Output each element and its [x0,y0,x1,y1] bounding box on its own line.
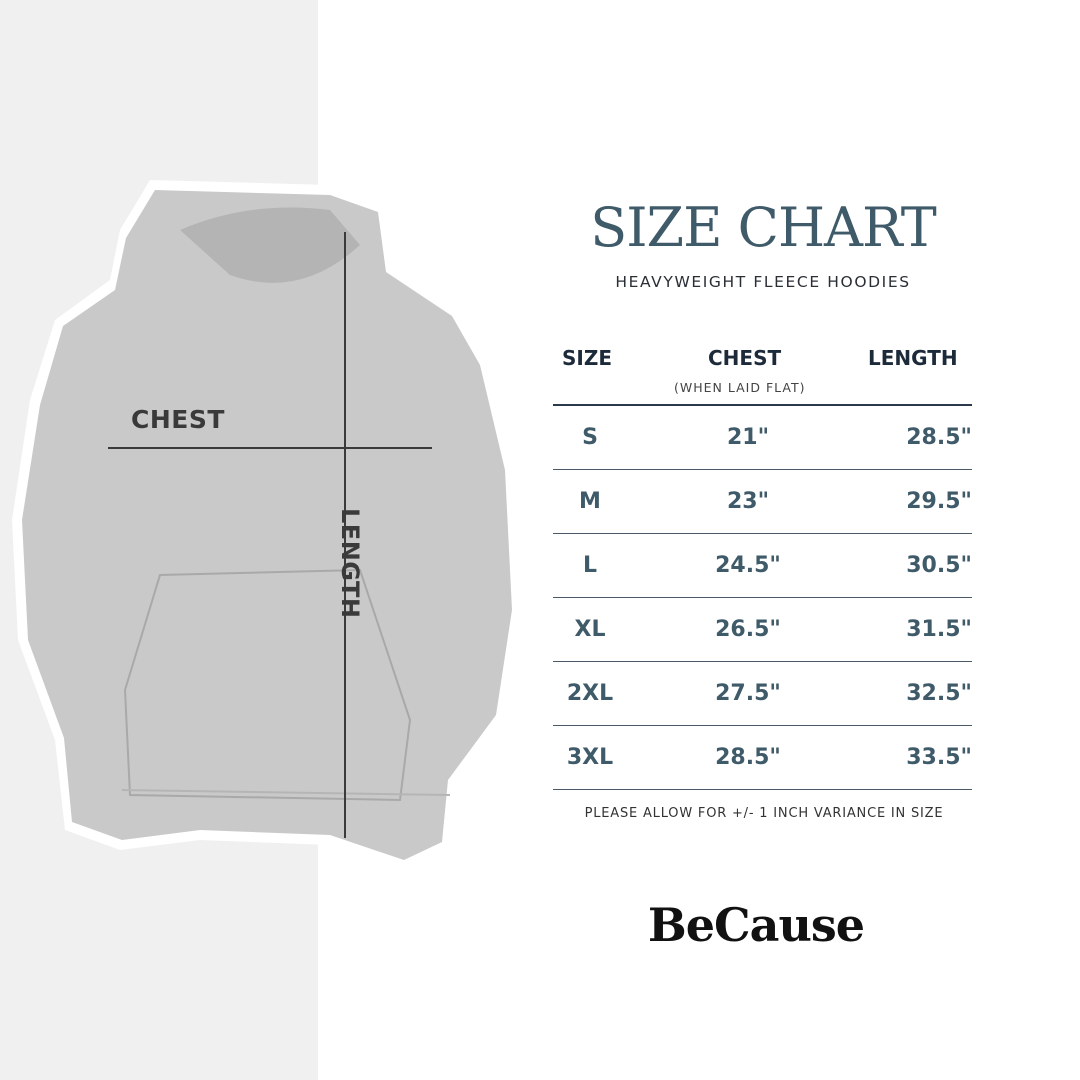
hoodie-image [22,190,512,860]
cell-chest: 23" [726,489,770,514]
cell-size: S [582,425,598,450]
cell-length: 32.5" [906,681,972,706]
chest-measure-label: CHEST [131,405,225,434]
page-subtitle: HEAVYWEIGHT FLEECE HOODIES [615,273,911,291]
cell-length: 31.5" [906,617,972,642]
header-length: LENGTH [868,346,958,370]
cell-length: 33.5" [906,745,972,770]
table-row: S 21" 28.5" [553,406,972,470]
cell-chest: 21" [726,425,770,450]
cell-size: 2XL [566,681,614,706]
cell-size: XL [574,617,606,642]
table-body: S 21" 28.5" M 23" 29.5" L 24.5" 30.5" XL 26.5" 31.5… [553,406,972,790]
table-row: XL 26.5" 31.5" [553,598,972,662]
cell-length: 28.5" [906,425,972,450]
cell-size: 3XL [566,745,614,770]
table-header: SIZE CHEST (WHEN LAID FLAT) LENGTH [553,340,972,406]
header-size: SIZE [562,346,613,370]
table-row: 3XL 28.5" 33.5" [553,726,972,790]
variance-note: PLEASE ALLOW FOR +/- 1 INCH VARIANCE IN … [584,806,944,821]
cell-chest: 27.5" [715,681,781,706]
table-row: L 24.5" 30.5" [553,534,972,598]
page-title: SIZE CHART [590,196,937,259]
pocket [123,568,412,802]
cell-length: 29.5" [906,489,972,514]
cell-size: M [579,489,601,514]
cell-chest: 28.5" [715,745,781,770]
length-measure-label: LENGTH [336,508,364,619]
hood-opening [180,207,360,283]
table-row: 2XL 27.5" 32.5" [553,662,972,726]
size-table: SIZE CHEST (WHEN LAID FLAT) LENGTH S 21" 2… [553,340,972,790]
header-chest: CHEST [708,346,782,370]
waistband [121,789,451,796]
header-chest-note: (WHEN LAID FLAT) [674,380,806,395]
table-row: M 23" 29.5" [553,470,972,534]
cell-chest: 24.5" [715,553,781,578]
hoodie-body [22,190,512,860]
brand-logo: BeCause [647,898,865,952]
cell-chest: 26.5" [715,617,781,642]
cell-size: L [582,553,598,578]
cell-length: 30.5" [906,553,972,578]
